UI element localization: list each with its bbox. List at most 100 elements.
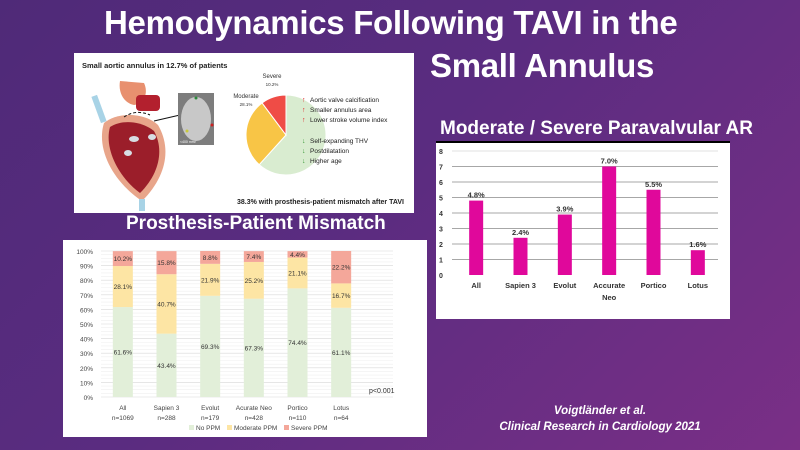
citation-journal: Clinical Research in Cardiology 2021 xyxy=(499,421,701,433)
par-chart-title: Moderate / Severe Paravalvular AR xyxy=(440,118,753,139)
citation-authors: Voigtländer et al. xyxy=(553,405,647,417)
ppm-pie-chart xyxy=(245,94,327,176)
legend-item: Severe PPM xyxy=(284,425,328,432)
data-label: 4.8% xyxy=(468,191,485,200)
data-label: 10.2% xyxy=(114,256,133,263)
pie-slice-none xyxy=(258,94,327,176)
par-bar-chart: 0 1 2 3 4 5 6 7 8 4.8% All 2.4% Sapien 3 3.9% Evolut 7.… xyxy=(439,149,718,302)
data-label: 67.3% xyxy=(245,345,264,352)
bar-segment-moderate-ppm xyxy=(287,257,308,289)
data-label: 21.9% xyxy=(201,277,220,284)
x-tick-label: Acurate Neo xyxy=(236,405,273,412)
p-value-annotation: p<0.001 xyxy=(369,388,395,395)
data-label: 16.7% xyxy=(332,293,351,300)
y-tick-label: 7 xyxy=(439,165,443,172)
data-label: 15.8% xyxy=(157,260,176,267)
legend-item: No PPM xyxy=(189,425,220,432)
data-label: 3.9% xyxy=(556,205,573,214)
bar-segment-no-ppm xyxy=(156,333,177,397)
bar-segment-no-ppm xyxy=(112,307,133,397)
risk-increase-item: Aortic valve calcification xyxy=(310,97,379,104)
x-tick-label: Sapien 3 xyxy=(154,405,180,412)
x-tick-label: Sapien 3 xyxy=(505,281,536,290)
arrow-up-icon: ↑ xyxy=(302,97,306,104)
bar-segment-no-ppm xyxy=(243,298,264,397)
y-tick-label: 8 xyxy=(439,149,443,156)
x-tick-n-label: n=1069 xyxy=(112,415,134,422)
bar-segment-severe-ppm xyxy=(156,251,177,275)
par-chart-panel: 0 1 2 3 4 5 6 7 8 4.8% All 2.4% Sapien 3 3.9% Evolut 7.… xyxy=(436,141,730,319)
data-label: 5.5% xyxy=(645,180,662,189)
risk-decrease-item: Higher age xyxy=(310,158,342,165)
pie-value-moderate: 28.1% xyxy=(240,102,253,107)
data-label: 2.4% xyxy=(512,228,529,237)
data-label: 4.4% xyxy=(290,252,305,259)
data-label: 21.1% xyxy=(288,270,307,277)
bar-segment-severe-ppm xyxy=(200,251,221,264)
arrow-up-icon: ↑ xyxy=(302,117,306,124)
data-label: 43.4% xyxy=(157,363,176,370)
ppm-chart-panel: 0% 10% 20% 30% 40% 50% 60% 70% 80% 90% 100% 61.6% 28… xyxy=(63,240,427,437)
data-label: 61.1% xyxy=(332,350,351,357)
par-bar xyxy=(646,189,661,275)
y-tick-label: 4 xyxy=(439,211,443,218)
arrow-down-icon: ↓ xyxy=(302,138,306,145)
y-tick-label: 0% xyxy=(84,395,94,402)
data-label: 28.1% xyxy=(114,284,133,291)
legend-swatch xyxy=(227,425,232,430)
x-tick-label: Neo xyxy=(602,293,617,302)
x-tick-label: Accurate xyxy=(593,281,625,290)
summary-footer: 38.3% with prosthesis-patient mismatch a… xyxy=(237,199,404,206)
bar-segment-moderate-ppm xyxy=(112,266,133,308)
x-tick-n-label: n=110 xyxy=(289,415,307,422)
x-tick-label: Evolut xyxy=(201,405,219,412)
data-label: 61.6% xyxy=(114,350,133,357)
data-label: 22.2% xyxy=(332,265,351,272)
legend-item: Moderate PPM xyxy=(227,425,277,432)
bar-segment-severe-ppm xyxy=(287,251,308,258)
legend-label: Severe PPM xyxy=(291,425,328,432)
data-label: 7.4% xyxy=(246,254,261,261)
bar-segment-moderate-ppm xyxy=(243,261,264,299)
arrow-up-icon: ↑ xyxy=(302,107,306,114)
x-tick-label: Lotus xyxy=(333,405,350,412)
bar-segment-no-ppm xyxy=(331,307,352,397)
x-tick-label: All xyxy=(119,405,127,412)
risk-factor-list: ↑ Aortic valve calcification ↑ Smaller annu… xyxy=(302,97,388,165)
summary-heading: Small aortic annulus in 12.7% of patient… xyxy=(82,61,227,70)
x-tick-label: Portico xyxy=(287,405,308,412)
summary-panel: Small aortic annulus in 12.7% of patient… xyxy=(74,53,414,213)
bar-segment-moderate-ppm xyxy=(200,263,221,296)
y-tick-label: 60% xyxy=(80,307,93,314)
bar-segment-moderate-ppm xyxy=(331,283,352,308)
data-label: 74.4% xyxy=(288,340,307,347)
x-tick-n-label: n=288 xyxy=(157,415,176,422)
data-label: 7.0% xyxy=(601,157,618,166)
pie-slice-moderate xyxy=(245,102,287,166)
risk-increase-item: Smaller annulus area xyxy=(310,107,372,114)
bar-segment-moderate-ppm xyxy=(156,274,177,334)
y-tick-label: 0 xyxy=(439,273,443,280)
bar-segment-severe-ppm xyxy=(331,251,352,284)
data-label: 8.8% xyxy=(203,255,218,262)
y-tick-label: 70% xyxy=(80,293,93,300)
heart-illustration xyxy=(91,81,181,211)
arrow-down-icon: ↓ xyxy=(302,158,306,165)
par-bar xyxy=(513,237,528,275)
y-tick-label: 20% xyxy=(80,366,93,373)
y-tick-label: 40% xyxy=(80,337,93,344)
y-tick-label: 100% xyxy=(76,249,93,256)
par-bar xyxy=(602,166,617,275)
title-line-1: Hemodynamics Following TAVI in the xyxy=(104,4,678,41)
par-bar xyxy=(469,200,484,275)
par-bar xyxy=(690,250,705,275)
x-tick-n-label: n=179 xyxy=(201,415,220,422)
y-tick-label: 2 xyxy=(439,242,443,249)
data-label: 40.7% xyxy=(157,301,176,308)
y-tick-label: 50% xyxy=(80,322,93,329)
x-tick-n-label: n=64 xyxy=(334,415,349,422)
y-tick-label: 1 xyxy=(439,258,443,265)
bar-segment-no-ppm xyxy=(287,288,308,397)
legend-swatch xyxy=(189,425,194,430)
data-label: 69.3% xyxy=(201,344,220,351)
